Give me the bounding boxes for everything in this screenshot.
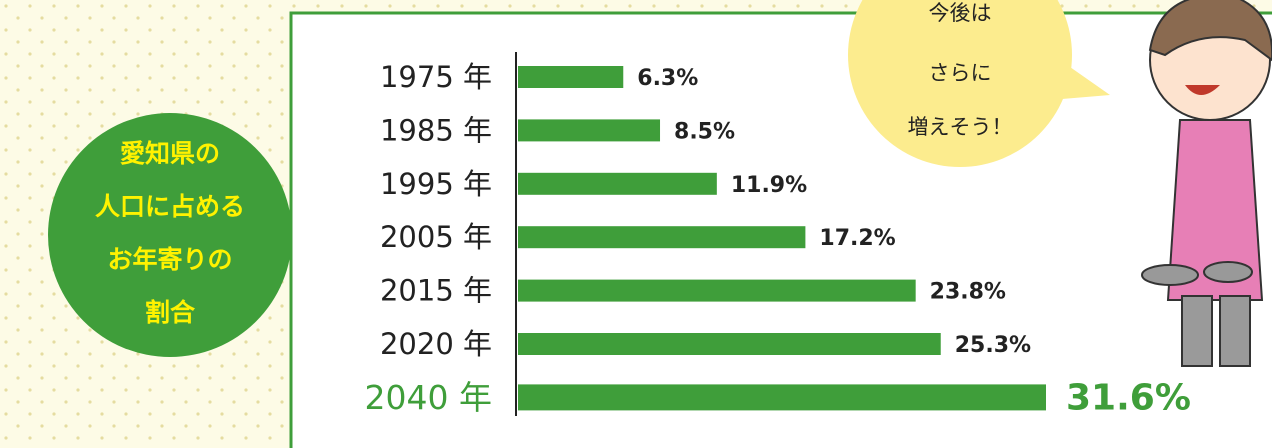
page: 愛知県の 人口に占める お年寄りの 割合 今後は さらに 増えそう！ 1975 …	[0, 0, 1272, 448]
value-label: 25.3%	[955, 333, 1031, 358]
category-label: 1975 年	[380, 60, 492, 94]
character-shoe	[1142, 265, 1198, 285]
value-label: 17.2%	[819, 226, 895, 251]
bubble-line: 今後は	[929, 1, 992, 25]
value-label: 11.9%	[731, 173, 807, 198]
value-label: 31.6%	[1066, 377, 1191, 418]
category-label: 2020 年	[380, 327, 492, 361]
value-label: 8.5%	[674, 119, 735, 144]
title-line: お年寄りの	[107, 245, 232, 274]
bar	[518, 119, 660, 141]
category-label: 2005 年	[380, 220, 492, 254]
infographic: 愛知県の 人口に占める お年寄りの 割合 今後は さらに 増えそう！ 1975 …	[0, 0, 1272, 448]
category-label: 2040 年	[365, 378, 492, 417]
bar	[518, 226, 805, 248]
bar	[518, 280, 916, 302]
category-label: 2015 年	[380, 274, 492, 308]
character-leg	[1182, 296, 1212, 366]
bar	[518, 66, 623, 88]
category-label: 1995 年	[380, 167, 492, 201]
value-label: 23.8%	[930, 280, 1006, 305]
character-leg	[1220, 296, 1250, 366]
bar	[518, 333, 941, 355]
title-line: 割合	[145, 298, 196, 327]
title-line: 愛知県の	[120, 139, 220, 168]
character-shoe	[1204, 262, 1252, 282]
bar	[518, 173, 717, 195]
bubble-line: さらに	[929, 61, 992, 85]
value-label: 6.3%	[637, 66, 698, 91]
bubble-line: 増えそう！	[908, 115, 1013, 139]
title-line: 人口に占める	[95, 192, 245, 221]
category-label: 1985 年	[380, 113, 492, 147]
bar	[518, 384, 1046, 410]
